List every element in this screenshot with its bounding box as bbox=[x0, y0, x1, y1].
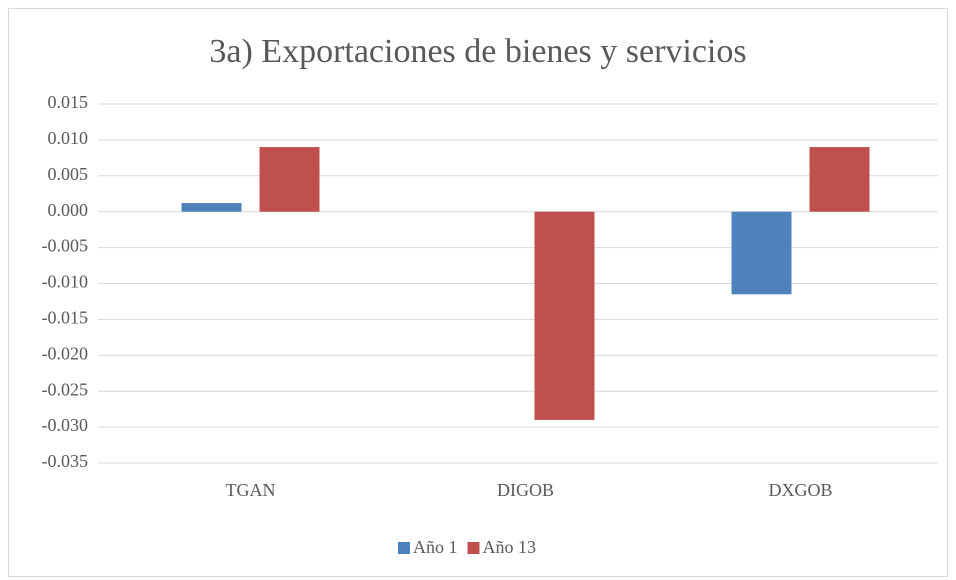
legend-swatch bbox=[398, 542, 410, 554]
legend-label: Año 1 bbox=[413, 537, 458, 557]
bar bbox=[809, 147, 870, 212]
x-tick-label: DXGOB bbox=[768, 480, 832, 500]
y-tick-label: -0.035 bbox=[42, 451, 89, 471]
bar bbox=[259, 147, 320, 212]
legend-swatch bbox=[467, 542, 480, 554]
y-tick-label: 0.000 bbox=[48, 200, 89, 220]
y-tick-label: -0.015 bbox=[42, 308, 89, 328]
y-tick-label: -0.020 bbox=[42, 343, 89, 363]
chart-title: 3a) Exportaciones de bienes y servicios bbox=[209, 33, 746, 70]
x-tick-label: DIGOB bbox=[497, 480, 554, 500]
y-tick-label: -0.025 bbox=[42, 379, 89, 399]
y-tick-label: -0.030 bbox=[42, 415, 89, 435]
y-tick-label: 0.015 bbox=[48, 92, 89, 112]
y-tick-label: -0.010 bbox=[42, 272, 89, 292]
x-tick-label: TGAN bbox=[226, 480, 276, 500]
bar bbox=[534, 211, 595, 420]
y-tick-label: 0.005 bbox=[48, 164, 89, 184]
y-tick-label: 0.010 bbox=[48, 128, 89, 148]
legend-label: Año 13 bbox=[483, 537, 537, 557]
bar bbox=[181, 203, 242, 212]
bar bbox=[731, 211, 792, 295]
y-tick-label: -0.005 bbox=[42, 236, 89, 256]
